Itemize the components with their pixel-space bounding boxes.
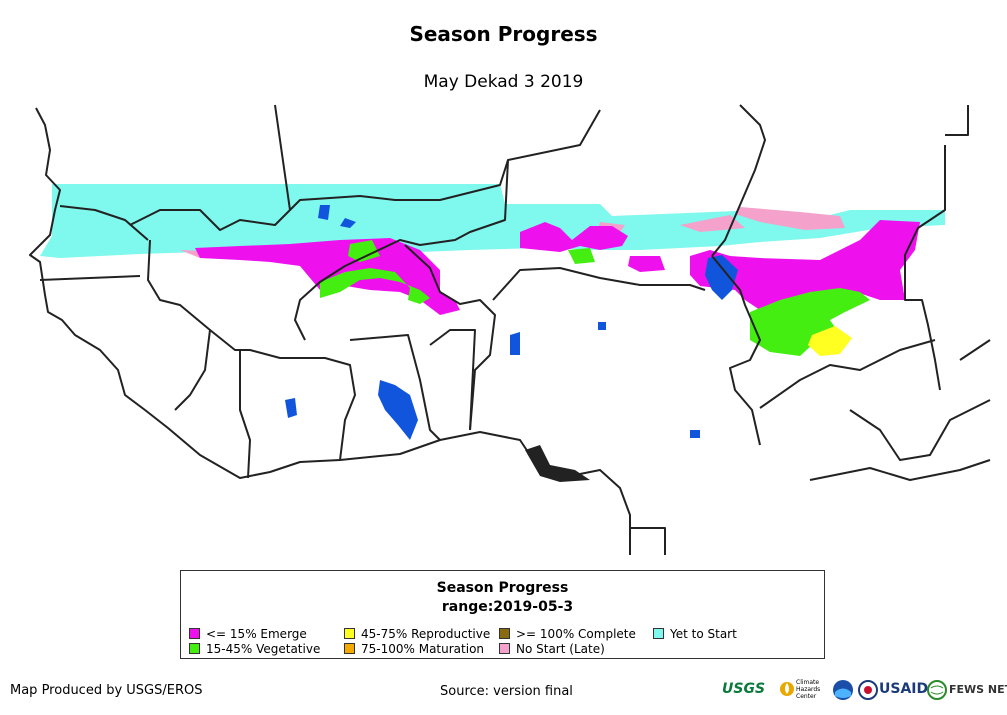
season-progress-map — [29, 104, 991, 555]
lake-chad — [705, 255, 738, 300]
vegetative-region-west-2 — [348, 240, 380, 262]
map-title: Season Progress — [409, 22, 598, 46]
legend-label-maturation: 75-100% Maturation — [361, 642, 485, 656]
coast-dark-fill — [525, 445, 590, 482]
yet-to-start-region — [40, 184, 945, 258]
water-body-1 — [285, 398, 297, 418]
water-body-2 — [510, 332, 520, 355]
produced-by-text: Map Produced by USGS/EROS — [10, 683, 203, 698]
source-text: Source: version final — [440, 684, 573, 699]
water-body-5 — [598, 322, 606, 330]
legend-title: Season Progress — [436, 580, 569, 596]
legend-item-yet-to-start: Yet to Start — [653, 627, 737, 641]
lake-volta — [378, 380, 418, 440]
usaid-logo-text: USAID — [879, 681, 929, 697]
legend-label-emerge: <= 15% Emerge — [206, 627, 307, 641]
globe-icon — [927, 680, 947, 700]
no-start-late-region — [735, 207, 845, 230]
usgs-logo-text: USGS — [722, 681, 766, 697]
legend-label-no-start: No Start (Late) — [516, 642, 605, 656]
legend-label-reproductive: 45-75% Reproductive — [361, 627, 491, 641]
legend-label-vegetative: 15-45% Vegetative — [206, 642, 321, 656]
swatch-no-start — [499, 643, 510, 654]
noaa-logo — [832, 679, 854, 703]
legend-item-no-start: No Start (Late) — [499, 642, 605, 656]
legend: Season Progress range:2019-05-3 <= 15% E… — [180, 570, 825, 659]
water-body-6 — [690, 430, 700, 438]
legend-item-maturation: 75-100% Maturation — [344, 642, 484, 656]
swatch-yet-to-start — [653, 628, 664, 639]
country-borders — [29, 104, 991, 555]
emerge-region-central-2 — [628, 256, 665, 272]
noaa-icon — [833, 680, 853, 700]
reproductive-region — [808, 326, 852, 356]
chc-logo: Climate Hazards Center — [780, 678, 820, 702]
legend-item-emerge: <= 15% Emerge — [189, 627, 307, 641]
swatch-vegetative — [189, 643, 200, 654]
chc-logo-text: Climate Hazards Center — [796, 679, 821, 700]
usaid-logo: USAID — [858, 679, 928, 703]
swatch-maturation — [344, 643, 355, 654]
no-start-late-region-2 — [680, 215, 745, 232]
legend-label-complete: >= 100% Complete — [516, 627, 636, 641]
vegetative-region-central — [568, 248, 595, 264]
map-subtitle: May Dekad 3 2019 — [423, 72, 584, 92]
emerge-region-east — [690, 220, 920, 310]
usaid-seal-icon — [858, 680, 878, 700]
legend-item-complete: >= 100% Complete — [499, 627, 636, 641]
usgs-logo: USGS — [722, 681, 765, 705]
swatch-complete — [499, 628, 510, 639]
swatch-emerge — [189, 628, 200, 639]
partner-logos: USGS Climate Hazards Center USAID FEWS N… — [722, 678, 1007, 705]
vegetative-region-west — [320, 268, 430, 304]
emerge-region-central — [520, 222, 628, 252]
legend-range: range:2019-05-3 — [441, 599, 574, 615]
fewsnet-logo-text: FEWS NET — [949, 683, 1007, 696]
fewsnet-logo: FEWS NET — [927, 679, 1007, 703]
vegetative-region-east — [750, 288, 870, 356]
water-body-4 — [340, 218, 356, 228]
swatch-reproductive — [344, 628, 355, 639]
legend-item-vegetative: 15-45% Vegetative — [189, 642, 320, 656]
legend-label-yet-to-start: Yet to Start — [670, 627, 737, 641]
water-body-3 — [318, 205, 330, 220]
drop-icon — [780, 682, 794, 696]
legend-item-reproductive: 45-75% Reproductive — [344, 627, 490, 641]
